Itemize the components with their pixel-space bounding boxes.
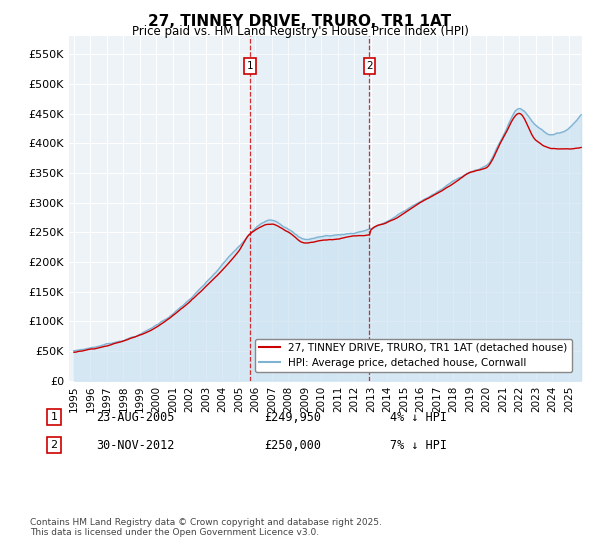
Text: 2: 2 [50,440,58,450]
Text: 1: 1 [50,412,58,422]
Text: 1: 1 [247,61,253,71]
Text: Contains HM Land Registry data © Crown copyright and database right 2025.
This d: Contains HM Land Registry data © Crown c… [30,518,382,538]
Bar [250,36,370,381]
Text: 23-AUG-2005: 23-AUG-2005 [96,410,175,424]
Text: Price paid vs. HM Land Registry's House Price Index (HPI): Price paid vs. HM Land Registry's House … [131,25,469,38]
Text: £250,000: £250,000 [264,438,321,452]
Text: 4% ↓ HPI: 4% ↓ HPI [390,410,447,424]
Text: 7% ↓ HPI: 7% ↓ HPI [390,438,447,452]
Legend: 27, TINNEY DRIVE, TRURO, TR1 1AT (detached house), HPI: Average price, detached : 27, TINNEY DRIVE, TRURO, TR1 1AT (detach… [255,339,572,372]
Text: 27, TINNEY DRIVE, TRURO, TR1 1AT: 27, TINNEY DRIVE, TRURO, TR1 1AT [148,14,452,29]
Text: 30-NOV-2012: 30-NOV-2012 [96,438,175,452]
Text: £249,950: £249,950 [264,410,321,424]
Text: 2: 2 [366,61,373,71]
